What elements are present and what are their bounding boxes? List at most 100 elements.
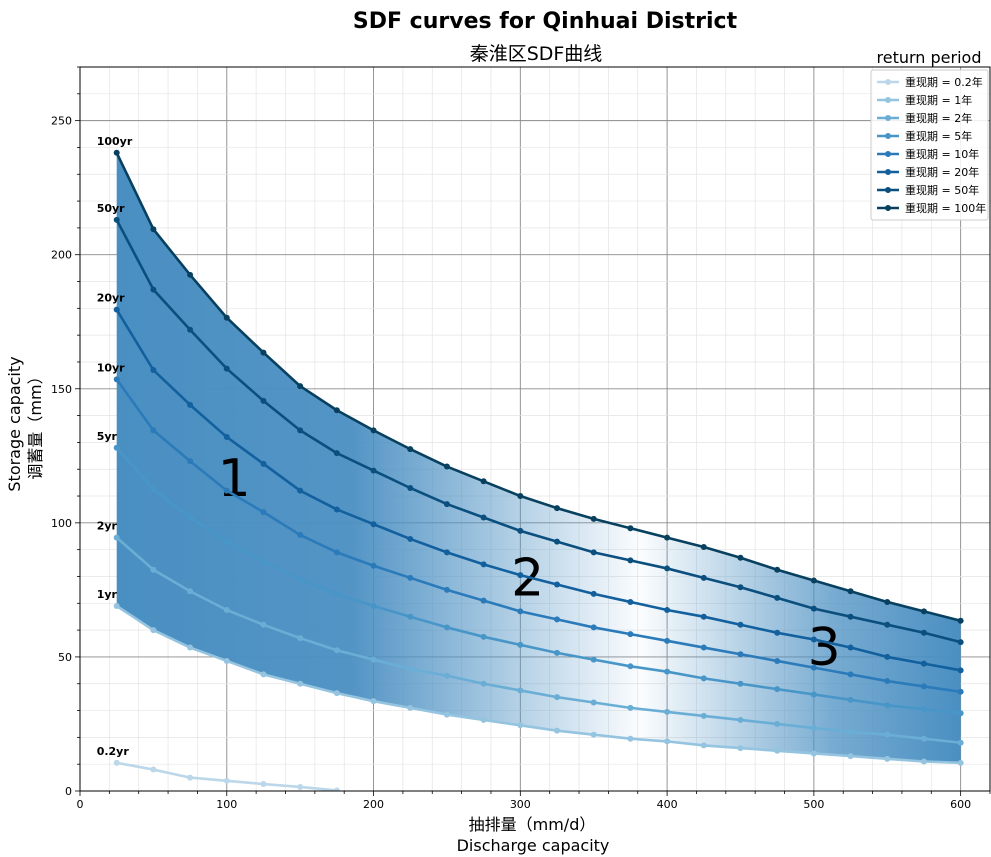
data-point-10yr xyxy=(664,637,671,644)
y-axis-label-cn: 调蓄量（mm） xyxy=(26,368,45,479)
data-point-2yr xyxy=(333,647,340,654)
data-point-50yr xyxy=(333,450,340,457)
data-point-1yr xyxy=(590,731,597,738)
data-point-2yr xyxy=(150,566,157,573)
data-point-2yr xyxy=(957,739,964,746)
data-point-10yr xyxy=(554,616,561,623)
data-point-1yr xyxy=(260,671,267,678)
data-point-2yr xyxy=(517,687,524,694)
data-point-50yr xyxy=(407,484,414,491)
data-point-2yr xyxy=(664,708,671,715)
curve-label-1yr: 1yr xyxy=(97,588,118,601)
data-point-50yr xyxy=(737,584,744,591)
data-point-5yr xyxy=(920,706,927,713)
data-point-20yr xyxy=(187,401,194,408)
data-point-100yr xyxy=(407,446,414,453)
data-point-50yr xyxy=(957,639,964,646)
data-point-10yr xyxy=(480,597,487,604)
data-point-1yr xyxy=(737,745,744,752)
data-point-20yr xyxy=(150,367,157,374)
data-point-100yr xyxy=(260,349,267,356)
data-point-10yr xyxy=(260,509,267,516)
data-point-100yr xyxy=(223,314,230,321)
data-point-5yr xyxy=(187,514,194,521)
data-point-5yr xyxy=(810,691,817,698)
region-label-1: 1 xyxy=(218,449,251,509)
data-point-2yr xyxy=(554,694,561,701)
data-point-2yr xyxy=(480,680,487,687)
x-tick-label: 200 xyxy=(363,798,384,811)
data-point-1yr xyxy=(517,722,524,729)
data-point-5yr xyxy=(297,576,304,583)
data-point-2yr xyxy=(920,735,927,742)
data-point-50yr xyxy=(554,538,561,545)
data-point-1yr xyxy=(627,735,634,742)
data-point-5yr xyxy=(774,686,781,693)
data-point-100yr xyxy=(480,478,487,485)
data-point-20yr xyxy=(297,487,304,494)
data-point-5yr xyxy=(737,680,744,687)
y-axis-label-en: Storage capacity xyxy=(5,356,24,491)
curve-label-20yr: 20yr xyxy=(97,292,125,305)
data-point-1yr xyxy=(113,602,120,609)
data-point-1yr xyxy=(370,698,377,705)
data-point-100yr xyxy=(443,463,450,470)
data-point-5yr xyxy=(480,633,487,640)
data-point-100yr xyxy=(297,383,304,390)
data-point-20yr xyxy=(333,506,340,513)
data-point-100yr xyxy=(150,226,157,233)
data-point-50yr xyxy=(590,549,597,556)
legend-title: return period xyxy=(877,48,982,67)
data-point-100yr xyxy=(333,407,340,414)
data-point-1yr xyxy=(700,742,707,749)
data-point-50yr xyxy=(700,574,707,581)
data-point-2yr xyxy=(884,731,891,738)
legend-entry-100yr: 重现期 = 100年 xyxy=(905,201,986,215)
data-point-10yr xyxy=(590,624,597,631)
data-point-5yr xyxy=(627,663,634,670)
data-point-10yr xyxy=(517,608,524,615)
legend-marker-100yr xyxy=(885,205,891,211)
data-point-1yr xyxy=(774,747,781,754)
legend-entry-0.2yr: 重现期 = 0.2年 xyxy=(905,75,983,89)
data-point-1yr xyxy=(664,738,671,745)
data-point-2yr xyxy=(590,699,597,706)
data-point-50yr xyxy=(480,514,487,521)
series-lines xyxy=(113,149,964,791)
x-tick-label: 300 xyxy=(510,798,531,811)
legend-entry-10yr: 重现期 = 10年 xyxy=(905,147,979,161)
data-point-2yr xyxy=(774,720,781,727)
data-point-20yr xyxy=(223,434,230,441)
data-point-20yr xyxy=(920,660,927,667)
x-tick-label: 500 xyxy=(803,798,824,811)
curve-label-5yr: 5yr xyxy=(97,430,118,443)
data-point-100yr xyxy=(700,543,707,550)
data-point-50yr xyxy=(664,565,671,572)
data-point-10yr xyxy=(370,562,377,569)
data-point-2yr xyxy=(297,635,304,642)
data-point-50yr xyxy=(150,286,157,293)
data-point-50yr xyxy=(847,613,854,620)
series-line-1yr xyxy=(115,604,961,765)
data-point-1yr xyxy=(443,711,450,718)
data-point-20yr xyxy=(113,306,120,313)
data-point-0.2yr xyxy=(223,777,230,784)
region-labels: 123 xyxy=(218,449,841,678)
legend-entry-1yr: 重现期 = 1年 xyxy=(905,93,972,107)
data-point-2yr xyxy=(407,665,414,672)
data-point-100yr xyxy=(113,149,120,156)
data-point-5yr xyxy=(370,602,377,609)
data-point-1yr xyxy=(957,759,964,766)
data-point-10yr xyxy=(407,574,414,581)
data-point-5yr xyxy=(847,696,854,703)
data-point-100yr xyxy=(920,608,927,615)
data-point-2yr xyxy=(737,716,744,723)
data-point-20yr xyxy=(957,667,964,674)
series-line-10yr xyxy=(115,378,961,694)
legend-entry-2yr: 重现期 = 2年 xyxy=(905,111,972,125)
data-point-100yr xyxy=(847,588,854,595)
data-point-50yr xyxy=(223,365,230,372)
y-tick-label: 150 xyxy=(51,383,72,396)
series-line-100yr xyxy=(115,152,961,622)
y-tick-label: 200 xyxy=(51,249,72,262)
